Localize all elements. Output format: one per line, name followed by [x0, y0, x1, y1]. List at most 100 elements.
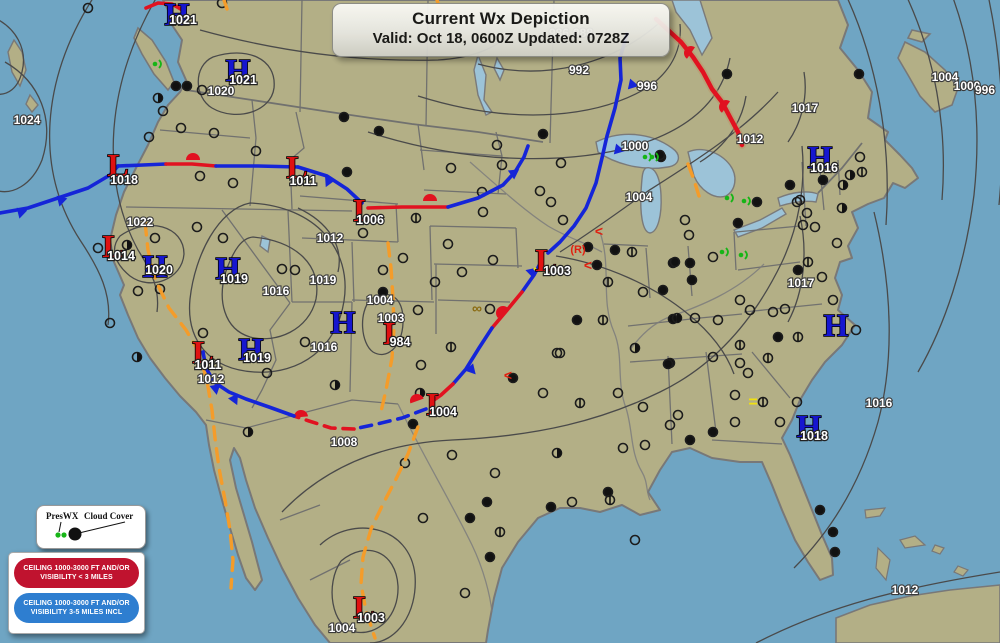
station-plot [442, 238, 454, 250]
station-plot [792, 264, 804, 276]
pressure-center-high: H [797, 408, 822, 444]
pressure-center-high: H [808, 139, 833, 175]
station-plot [82, 2, 94, 14]
station-plot [853, 68, 865, 80]
station-plot [407, 418, 419, 430]
station-plot [707, 426, 719, 438]
trough-line [359, 425, 420, 640]
pressure-value: 1014 [107, 249, 135, 263]
station-plot [664, 419, 676, 431]
legend-ceiling-visibility: CEILING 1000-3000 FT AND/OR VISIBILITY <… [8, 552, 145, 634]
wx-symbol: < [584, 257, 592, 273]
station-plot [154, 283, 166, 295]
isobar-label: 1016 [311, 340, 338, 354]
station-plot [792, 331, 804, 343]
mvfr-line2: VISIBILITY 3-5 MILES INCL [30, 609, 123, 616]
warm-front-semicircle-icon [186, 153, 200, 160]
trough-line [686, 162, 701, 198]
station-plot [734, 294, 746, 306]
station-plot [554, 347, 566, 359]
station-plot [489, 467, 501, 479]
trough-line [143, 220, 235, 590]
pressure-value: 1021 [229, 73, 257, 87]
station-plot [729, 389, 741, 401]
station-plot [602, 276, 614, 288]
station-plot [484, 303, 496, 315]
station-plot [329, 379, 341, 391]
isobar-label: 1012 [198, 372, 225, 386]
station-plot [289, 264, 301, 276]
drizzle-symbol-icon [649, 152, 659, 162]
station-plot [707, 351, 719, 363]
station-plot [551, 447, 563, 459]
station-plot [751, 196, 763, 208]
station-plot [729, 416, 741, 428]
pressure-center-low: L [107, 147, 128, 183]
isobar-label: 1012 [737, 132, 764, 146]
station-plot [721, 68, 733, 80]
pressure-value: 1003 [357, 611, 385, 625]
drizzle-symbol-icon [719, 247, 729, 257]
station-plot [672, 409, 684, 421]
warm-front-semicircle-icon [684, 46, 696, 59]
pressure-value: 1018 [800, 429, 828, 443]
pressure-value: 1020 [145, 263, 173, 277]
station-plot [609, 244, 621, 256]
station-plot [477, 206, 489, 218]
station-plot [734, 339, 746, 351]
pressure-value: 1018 [110, 173, 138, 187]
front-warm-dashed [292, 409, 356, 431]
mvfr-line1: CEILING 1000-3000 FT AND/OR [23, 599, 130, 607]
station-plot [844, 169, 856, 181]
wx-symbol: < [595, 223, 603, 239]
station-plot [131, 351, 143, 363]
station-plot [121, 239, 133, 251]
isobar-label: 1016 [263, 284, 290, 298]
station-plot [175, 122, 187, 134]
cold-front-triangle-icon [507, 169, 520, 180]
station-plot [854, 151, 866, 163]
isobar-label: 1012 [317, 231, 344, 245]
station-plot [797, 219, 809, 231]
trough-line [378, 241, 396, 418]
pressure-value: 1003 [543, 264, 571, 278]
pressure-center-low: L [353, 589, 374, 625]
isobar-label: 1022 [127, 215, 154, 229]
warm-front-semicircle-icon [496, 306, 508, 318]
cold-front-triangle-icon [613, 143, 625, 155]
cold-front-triangle-icon [56, 195, 68, 207]
station-plot [338, 111, 350, 123]
front-cold [116, 162, 168, 168]
station-plot [299, 336, 311, 348]
isobar-label: 1000 [622, 139, 649, 153]
station-plot [767, 306, 779, 318]
station-plot [732, 217, 744, 229]
station-plot [227, 177, 239, 189]
isobar-label: 1012 [892, 583, 919, 597]
station-plot [104, 317, 116, 329]
wx-symbol: = [748, 394, 757, 411]
front-warm [410, 382, 455, 404]
drizzle-symbol-icon [738, 250, 748, 260]
isobar-label: 1019 [310, 273, 337, 287]
front-cold [520, 258, 544, 294]
pressure-value: 1004 [429, 405, 457, 419]
cold-front-triangle-icon [16, 207, 28, 219]
station-plot [456, 266, 468, 278]
station-plot [679, 214, 691, 226]
station-plot [464, 512, 476, 524]
station-plot [617, 442, 629, 454]
preswx-dot-icon [55, 532, 61, 538]
station-plot [629, 342, 641, 354]
station-plot [742, 367, 754, 379]
pressure-center-low: L [535, 242, 556, 278]
chart-title: Current Wx Depiction [412, 9, 590, 28]
ifr-line2: VISIBILITY < 3 MILES [40, 574, 113, 581]
drizzle-symbol-icon [724, 193, 734, 203]
station-plot [412, 304, 424, 316]
pressure-center-low: L [426, 386, 447, 422]
station-plot [827, 294, 839, 306]
